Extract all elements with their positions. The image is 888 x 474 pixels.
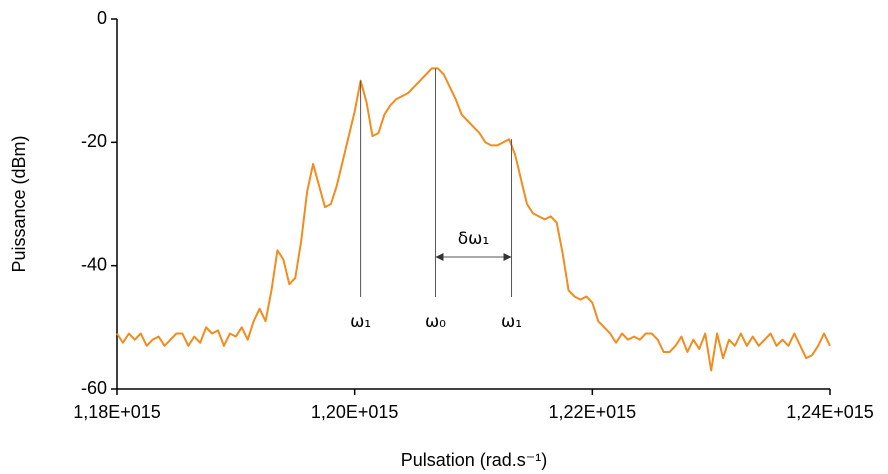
y-tick-label: 0	[97, 8, 107, 28]
x-axis-label: Pulsation (rad.s⁻¹)	[401, 450, 548, 470]
y-tick-label: -40	[81, 254, 107, 274]
annotation-label: ω₀	[425, 312, 446, 332]
y-axis-label: Puissance (dBm)	[9, 135, 29, 272]
annotation-label: ω₁	[501, 312, 522, 332]
arrow-head	[503, 253, 512, 262]
y-tick-label: -20	[81, 131, 107, 151]
x-tick-label: 1,24E+015	[786, 402, 874, 422]
x-tick-label: 1,18E+015	[73, 402, 161, 422]
x-tick-label: 1,22E+015	[549, 402, 637, 422]
arrow-label: δω₁	[458, 229, 489, 249]
x-tick-label: 1,20E+015	[311, 402, 399, 422]
annotation-label: ω₁	[350, 312, 371, 332]
y-tick-label: -60	[81, 378, 107, 398]
data-line	[116, 67, 831, 372]
arrow-head	[435, 253, 444, 262]
